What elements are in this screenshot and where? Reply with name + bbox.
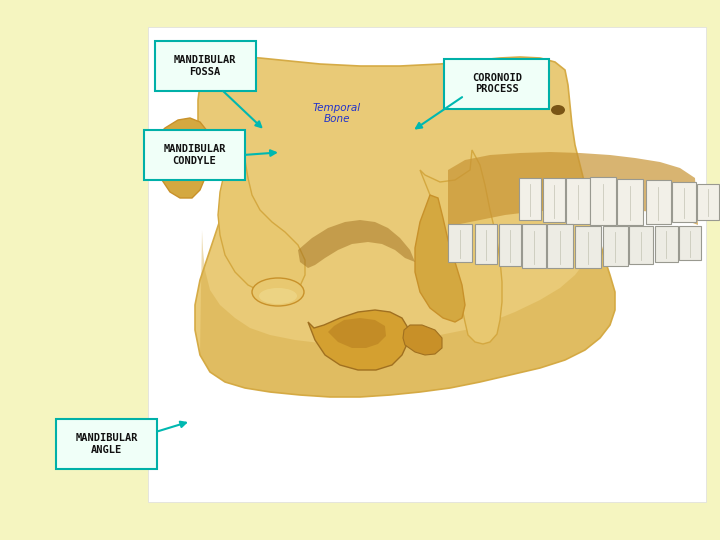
Polygon shape xyxy=(420,150,502,344)
Polygon shape xyxy=(298,220,415,268)
FancyBboxPatch shape xyxy=(444,59,549,109)
Text: MANDIBULAR
CONDYLE: MANDIBULAR CONDYLE xyxy=(163,144,225,166)
Ellipse shape xyxy=(259,288,297,304)
Bar xyxy=(697,184,719,220)
Polygon shape xyxy=(308,310,408,370)
Bar xyxy=(590,177,616,225)
Bar xyxy=(646,180,670,224)
Bar xyxy=(519,178,541,220)
Polygon shape xyxy=(403,325,442,355)
Polygon shape xyxy=(415,195,465,322)
Bar xyxy=(575,226,601,268)
FancyBboxPatch shape xyxy=(56,419,157,469)
Bar xyxy=(679,226,701,260)
Ellipse shape xyxy=(551,105,565,115)
Polygon shape xyxy=(195,57,615,397)
Ellipse shape xyxy=(252,278,304,306)
Polygon shape xyxy=(200,230,615,397)
FancyBboxPatch shape xyxy=(155,41,256,91)
Bar xyxy=(499,224,521,266)
Polygon shape xyxy=(328,318,386,348)
Bar xyxy=(543,178,565,222)
Text: MANDIBULAR
FOSSA: MANDIBULAR FOSSA xyxy=(174,55,236,77)
Bar xyxy=(654,226,678,262)
Bar xyxy=(566,178,590,224)
Bar xyxy=(629,226,653,264)
Text: MANDIBULAR
ANGLE: MANDIBULAR ANGLE xyxy=(76,433,138,455)
Polygon shape xyxy=(448,152,698,225)
Bar xyxy=(448,224,472,262)
Text: CORONOID
PROCESS: CORONOID PROCESS xyxy=(472,73,522,94)
Polygon shape xyxy=(218,150,305,294)
FancyBboxPatch shape xyxy=(144,130,245,180)
Text: Temporal
Bone: Temporal Bone xyxy=(313,103,361,124)
Polygon shape xyxy=(148,118,210,198)
Bar xyxy=(475,224,497,264)
Bar xyxy=(148,27,706,502)
Bar xyxy=(547,224,573,268)
Bar xyxy=(617,179,643,225)
Bar xyxy=(522,224,546,268)
Bar xyxy=(603,226,628,266)
Bar xyxy=(672,182,696,222)
